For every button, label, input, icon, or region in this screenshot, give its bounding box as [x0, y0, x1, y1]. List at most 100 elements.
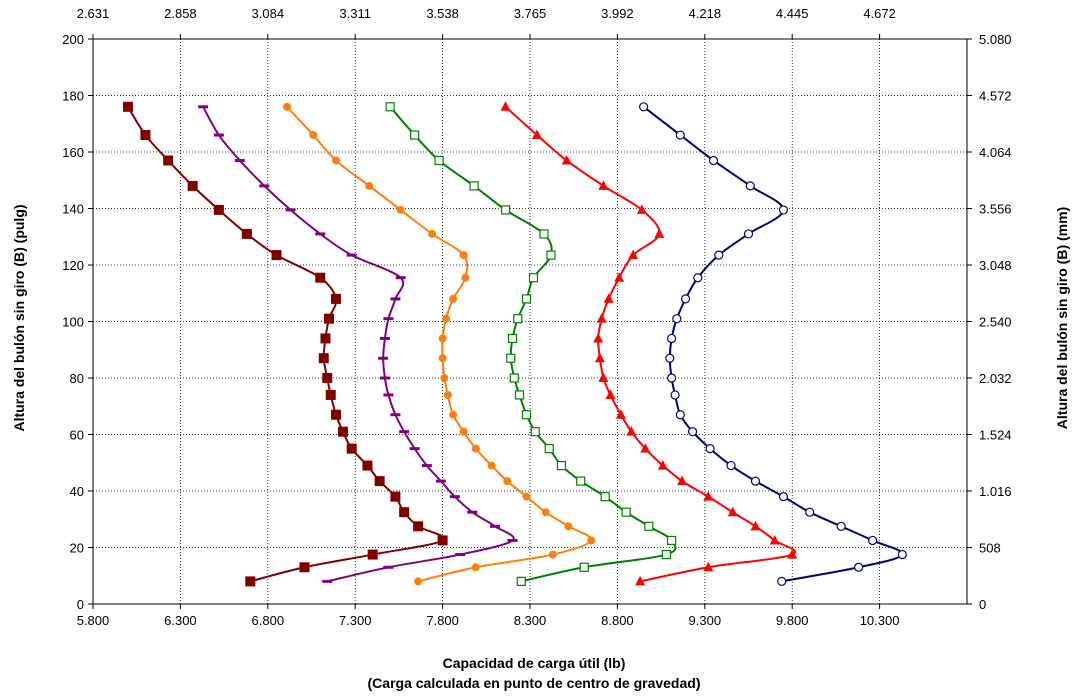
data-point	[614, 272, 625, 282]
data-point	[323, 313, 334, 324]
data-point	[509, 373, 519, 383]
y-tick-label-left: 100	[62, 315, 84, 330]
data-point	[778, 492, 789, 502]
data-point	[337, 426, 348, 437]
y-tick-label-left: 180	[62, 89, 84, 104]
data-point	[438, 354, 447, 363]
data-point	[449, 294, 458, 303]
data-point	[385, 102, 395, 112]
data-point	[315, 272, 326, 283]
data-point	[708, 155, 719, 166]
data-point	[544, 444, 554, 454]
data-point	[531, 129, 542, 140]
y-tick-label-right: 5.080	[979, 32, 1012, 47]
data-point	[750, 520, 761, 531]
x-axis-subtitle: (Carga calculada en punto de centro de g…	[368, 675, 701, 691]
data-point	[703, 491, 714, 501]
data-point	[778, 205, 789, 215]
data-point	[654, 228, 665, 238]
data-point	[443, 390, 452, 399]
data-point	[413, 521, 424, 532]
data-point	[500, 205, 511, 215]
x-tick-label-top: 4.445	[776, 6, 809, 21]
data-point	[434, 155, 444, 166]
y-axis-title-right: Altura del bulón sin giro (B) (mm)	[1054, 207, 1070, 429]
y-tick-label-left: 20	[70, 541, 84, 556]
y-tick-label-left: 0	[77, 597, 84, 612]
data-point	[241, 228, 252, 239]
data-point	[309, 131, 318, 140]
data-point	[615, 409, 626, 419]
data-point	[603, 293, 614, 303]
data-point	[140, 130, 151, 141]
data-point	[598, 180, 609, 190]
data-point	[362, 460, 373, 471]
data-point	[836, 521, 846, 531]
x-axis-title: Capacidad de carga útil (lb)	[443, 655, 626, 671]
data-point	[677, 475, 688, 486]
data-point	[598, 372, 609, 382]
data-point	[745, 181, 755, 191]
y-tick-label-right: 2.032	[979, 371, 1012, 386]
data-point	[561, 154, 572, 165]
data-point	[530, 427, 540, 437]
y-tick-label-right: 3.048	[979, 258, 1012, 273]
data-point	[628, 249, 639, 260]
data-point	[500, 101, 511, 111]
data-point	[399, 507, 410, 518]
data-point	[390, 491, 401, 502]
data-point	[769, 534, 780, 545]
x-tick-label-bottom: 9.300	[689, 613, 722, 628]
data-point	[503, 477, 512, 486]
data-point	[539, 229, 549, 239]
data-point	[605, 389, 616, 399]
y-tick-label-left: 80	[70, 371, 84, 386]
data-point	[672, 314, 682, 324]
data-point	[471, 444, 480, 453]
data-point	[506, 353, 516, 363]
data-point	[661, 549, 671, 560]
y-tick-label-right: 0	[979, 597, 986, 612]
data-point	[367, 549, 378, 560]
data-point	[528, 273, 539, 283]
axis-ticks: 0 20 40 60 80 100 120 140 160 180 200 5.800 6.300 6.8…	[62, 6, 1011, 628]
series-group	[122, 101, 907, 587]
data-point	[705, 444, 715, 454]
x-tick-label-bottom: 7.300	[339, 613, 372, 628]
data-point	[576, 476, 586, 486]
data-point	[665, 353, 675, 363]
data-point	[787, 549, 798, 559]
data-point	[680, 294, 691, 304]
data-point	[213, 204, 224, 215]
y-tick-label-right: 4.572	[979, 89, 1012, 104]
x-tick-label-bottom: 7.800	[426, 613, 459, 628]
data-point	[487, 461, 496, 470]
data-point	[442, 314, 451, 323]
data-point	[675, 130, 685, 140]
data-point	[636, 204, 647, 214]
data-point	[777, 576, 787, 587]
data-point	[805, 507, 815, 517]
data-point	[666, 333, 677, 344]
data-point	[703, 561, 714, 572]
data-point	[635, 575, 646, 586]
data-point	[600, 492, 610, 502]
series-4	[385, 102, 677, 587]
y-tick-label-left: 120	[62, 258, 84, 273]
data-point	[187, 180, 198, 191]
x-tick-label-top: 3.765	[514, 6, 547, 21]
y-tick-label-left: 40	[70, 484, 84, 499]
data-point	[471, 563, 480, 572]
data-point	[564, 522, 573, 531]
data-point	[318, 353, 329, 364]
series-5	[500, 101, 798, 586]
series-6	[639, 102, 907, 587]
data-point	[440, 374, 449, 382]
data-point	[299, 562, 310, 573]
x-tick-label-bottom: 9.800	[776, 613, 809, 628]
y-tick-label-left: 160	[62, 145, 84, 160]
y-tick-label-left: 200	[62, 32, 84, 47]
